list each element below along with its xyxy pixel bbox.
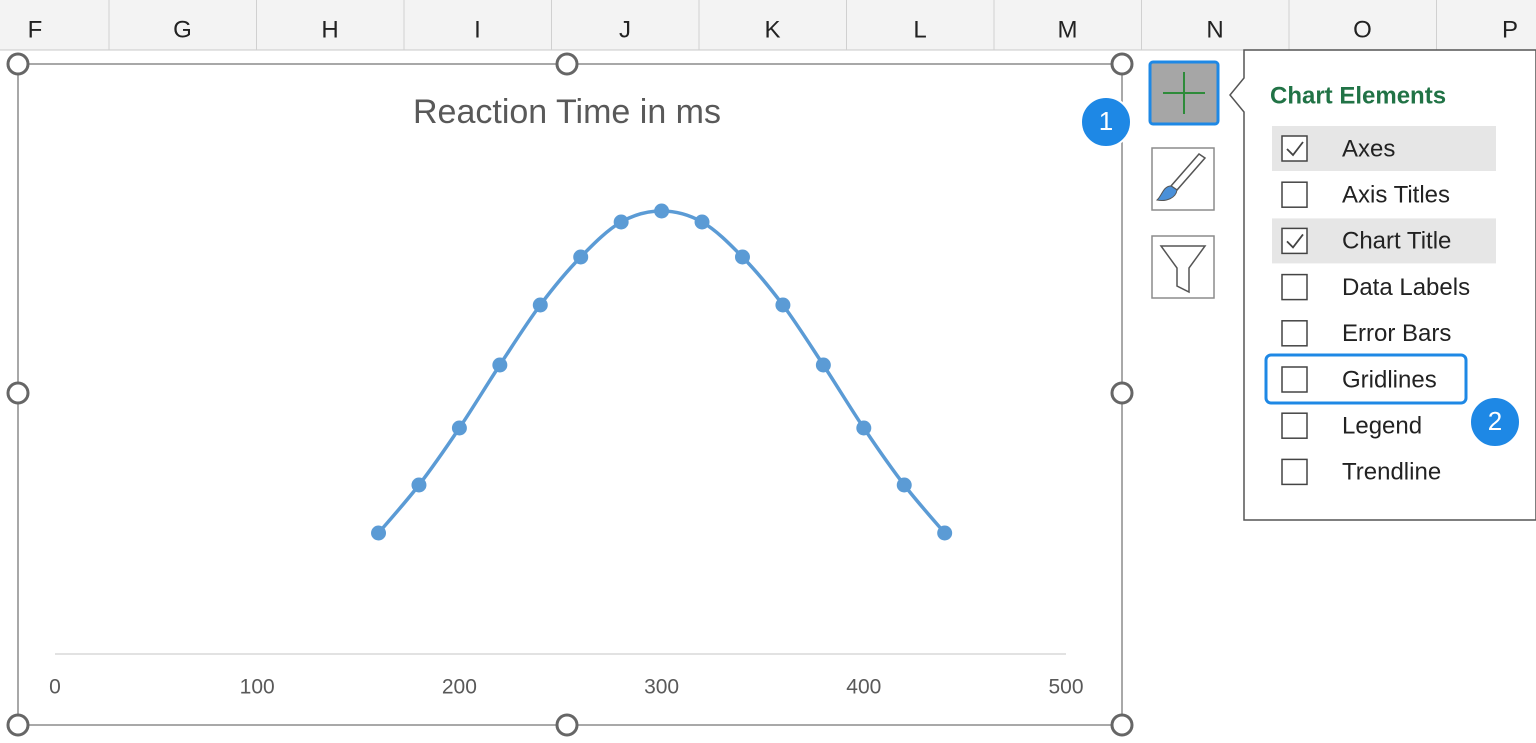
resize-handle[interactable] <box>555 52 579 76</box>
data-point <box>734 249 750 265</box>
plot-area: 0 100 200 300 400 500 <box>49 203 1084 699</box>
data-point <box>371 525 387 541</box>
column-header[interactable]: M <box>1058 16 1078 43</box>
checkbox[interactable] <box>1281 273 1308 301</box>
x-tick-label: 500 <box>1048 676 1083 699</box>
data-point <box>937 525 953 541</box>
checkmark <box>1286 233 1304 249</box>
data-point <box>856 420 872 436</box>
data-point <box>694 214 710 230</box>
checkbox[interactable] <box>1281 412 1308 439</box>
item-label[interactable]: Chart Title <box>1342 228 1451 255</box>
checkbox[interactable] <box>1281 366 1308 393</box>
column-header[interactable]: F <box>28 16 43 43</box>
data-point <box>411 477 427 493</box>
data-point <box>815 357 831 373</box>
brush-icon <box>1155 185 1178 201</box>
resize-handle[interactable] <box>1110 713 1134 737</box>
callout-number: 1 <box>1099 106 1113 136</box>
resize-handle[interactable] <box>1110 52 1134 76</box>
checkbox[interactable] <box>1281 458 1308 486</box>
column-header[interactable]: K <box>764 16 780 43</box>
resize-handle[interactable] <box>6 381 30 405</box>
data-point <box>451 420 467 436</box>
data-point <box>775 297 791 313</box>
checkbox[interactable] <box>1281 181 1308 208</box>
data-point <box>573 249 589 265</box>
resize-handle[interactable] <box>6 52 30 76</box>
checkbox[interactable] <box>1281 320 1308 347</box>
x-tick-label: 0 <box>49 676 61 699</box>
x-tick-label: 100 <box>240 676 275 699</box>
data-point <box>896 477 912 493</box>
callout-badge <box>1080 96 1132 148</box>
chart-area[interactable] <box>17 63 1123 726</box>
chart-title: Reaction Time in ms <box>413 93 721 131</box>
x-tick-label: 400 <box>846 676 881 699</box>
item-highlight <box>1272 218 1496 264</box>
item-highlight <box>1272 126 1496 171</box>
callouts: 12 <box>1080 96 1521 448</box>
resize-handle[interactable] <box>6 713 30 737</box>
filter-icon <box>1159 245 1207 294</box>
item-label[interactable]: Axes <box>1342 135 1395 162</box>
column-header[interactable]: O <box>1353 16 1372 43</box>
item-label[interactable]: Axis Titles <box>1342 182 1450 209</box>
checkbox[interactable] <box>1281 135 1308 162</box>
item-label[interactable]: Error Bars <box>1342 320 1451 347</box>
checkmark <box>1286 141 1304 157</box>
x-tick-label: 300 <box>644 676 679 699</box>
resize-handles <box>6 52 1134 737</box>
resize-handle[interactable] <box>1110 381 1134 405</box>
column-header[interactable]: I <box>474 16 481 43</box>
x-tick-label: 200 <box>442 676 477 699</box>
item-label[interactable]: Legend <box>1342 413 1422 440</box>
data-point <box>613 214 629 230</box>
column-header[interactable]: J <box>619 16 631 43</box>
column-header[interactable]: G <box>173 16 192 43</box>
column-header[interactable]: P <box>1502 16 1518 43</box>
item-label[interactable]: Data Labels <box>1342 274 1470 301</box>
data-point <box>654 203 670 219</box>
data-point <box>492 357 508 373</box>
resize-handle[interactable] <box>555 713 579 737</box>
callout-badge <box>1469 396 1521 448</box>
column-header[interactable]: L <box>913 16 926 43</box>
column-header[interactable]: N <box>1206 16 1223 43</box>
highlight-box <box>1264 353 1468 405</box>
column-headers: F G H I J K L M N O P <box>28 0 1518 50</box>
item-label[interactable]: Gridlines <box>1342 366 1437 393</box>
callout-number: 2 <box>1488 406 1502 436</box>
column-header[interactable]: H <box>321 16 338 43</box>
checkbox[interactable] <box>1281 227 1308 255</box>
data-point <box>532 297 548 313</box>
chart-elements-list: Axes Axis Titles Chart Title Data Labels Err… <box>1264 126 1496 486</box>
panel-title: Chart Elements <box>1270 82 1446 109</box>
item-label[interactable]: Trendline <box>1342 459 1441 486</box>
